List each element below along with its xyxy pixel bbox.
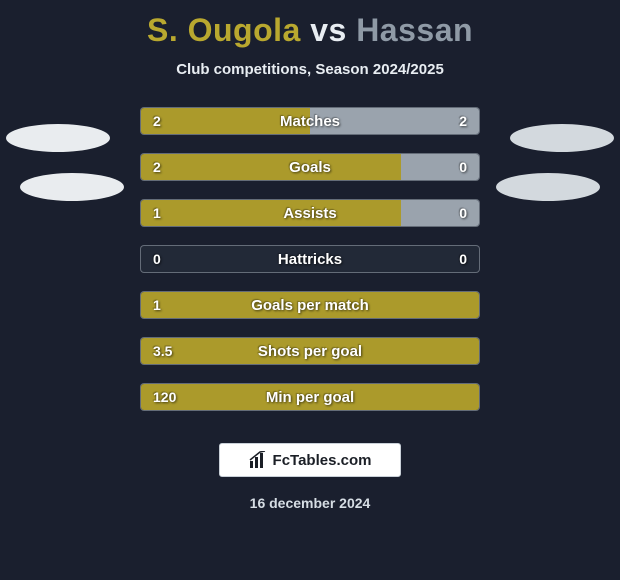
stat-row: 1 0 Assists (0, 192, 620, 238)
stat-value-left: 0 (153, 246, 161, 272)
stat-label: Min per goal (266, 384, 354, 410)
stat-bar-track: 1 0 Assists (140, 199, 480, 227)
stats-rows: 2 2 Matches 2 0 Goals 1 0 Assists 0 0 Hattricks 1 Goa… (0, 100, 620, 422)
stat-value-left: 2 (153, 154, 161, 180)
stat-row: 2 0 Goals (0, 146, 620, 192)
stat-row: 2 2 Matches (0, 100, 620, 146)
comparison-title: S. Ougola vs Hassan (0, 12, 620, 49)
stat-fill-right (401, 200, 479, 226)
stat-value-right: 0 (459, 154, 467, 180)
stat-label: Assists (283, 200, 336, 226)
stat-row: 3.5 Shots per goal (0, 330, 620, 376)
vs-label: vs (310, 12, 347, 48)
brand-logo-icon (249, 451, 267, 469)
stat-bar-track: 120 Min per goal (140, 383, 480, 411)
stat-label: Goals per match (251, 292, 369, 318)
stat-value-left: 2 (153, 108, 161, 134)
stat-value-left: 120 (153, 384, 176, 410)
stat-value-left: 3.5 (153, 338, 172, 364)
stat-label: Shots per goal (258, 338, 362, 364)
stat-row: 1 Goals per match (0, 284, 620, 330)
stat-value-left: 1 (153, 200, 161, 226)
stat-row: 0 0 Hattricks (0, 238, 620, 284)
stat-value-right: 0 (459, 200, 467, 226)
stat-fill-left (141, 200, 401, 226)
stat-fill-left (141, 154, 401, 180)
brand-box[interactable]: FcTables.com (219, 443, 401, 477)
stat-label: Matches (280, 108, 340, 134)
stat-fill-right (401, 154, 479, 180)
player1-name: S. Ougola (147, 12, 301, 48)
stat-bar-track: 2 0 Goals (140, 153, 480, 181)
brand-text: FcTables.com (273, 452, 372, 469)
stat-bar-track: 3.5 Shots per goal (140, 337, 480, 365)
stat-bar-track: 2 2 Matches (140, 107, 480, 135)
stat-bar-track: 0 0 Hattricks (140, 245, 480, 273)
stat-row: 120 Min per goal (0, 376, 620, 422)
stat-bar-track: 1 Goals per match (140, 291, 480, 319)
stat-label: Hattricks (278, 246, 342, 272)
player2-name: Hassan (356, 12, 473, 48)
stat-value-left: 1 (153, 292, 161, 318)
comparison-card: S. Ougola vs Hassan Club competitions, S… (0, 0, 620, 580)
stat-value-right: 2 (459, 108, 467, 134)
date-label: 16 december 2024 (0, 495, 620, 511)
stat-value-right: 0 (459, 246, 467, 272)
subtitle: Club competitions, Season 2024/2025 (0, 61, 620, 78)
stat-label: Goals (289, 154, 331, 180)
